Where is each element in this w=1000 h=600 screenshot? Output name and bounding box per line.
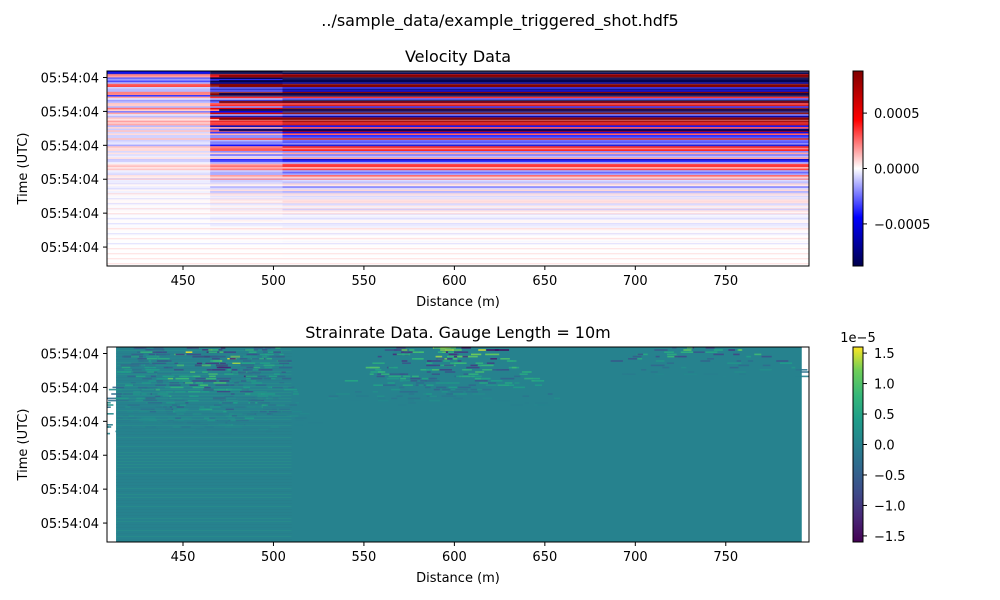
strainrate-y-tick-label: 05:54:04 (41, 415, 99, 430)
strainrate-y-label: Time (UTC) (16, 409, 31, 482)
velocity-x-tick-label: 550 (352, 274, 377, 289)
strainrate-x-tick-label: 500 (261, 550, 286, 565)
velocity-axes-frame (106, 70, 810, 267)
velocity-title: Velocity Data (405, 47, 511, 66)
strainrate-axes-frame (106, 346, 810, 543)
velocity-y-label: Time (UTC) (16, 133, 31, 206)
velocity-x-tick-label: 450 (171, 274, 196, 289)
strainrate-title: Strainrate Data. Gauge Length = 10m (305, 323, 611, 342)
velocity-colorbar-tick-label: 0.0000 (874, 163, 920, 178)
velocity-x-tick-label: 500 (261, 274, 286, 289)
velocity-colorbar (852, 70, 864, 267)
strainrate-colorbar-tick-label: −1.5 (874, 530, 906, 545)
strainrate-colorbar-tick-label: −1.0 (874, 499, 906, 514)
strainrate-colorbar-tick-label: 1.5 (874, 347, 895, 362)
strainrate-colorbar-tick-label: 0.0 (874, 439, 895, 454)
velocity-plot: Velocity Data 450 500 550 600 650 700 750 Distan… (16, 47, 930, 310)
strainrate-colorbar-tick-label: 0.5 (874, 408, 895, 423)
velocity-heatmap (107, 71, 809, 266)
velocity-y-tick-label: 05:54:04 (41, 241, 99, 256)
strainrate-colorbar-offset: 1e−5 (840, 331, 875, 346)
strainrate-x-tick-label: 600 (442, 550, 467, 565)
strainrate-y-tick-label: 05:54:04 (41, 483, 99, 498)
strainrate-y-tick-label: 05:54:04 (41, 381, 99, 396)
velocity-y-tick-label: 05:54:04 (41, 207, 99, 222)
strainrate-y-tick-label: 05:54:04 (41, 348, 99, 363)
velocity-colorbar-tick-label: 0.0005 (874, 107, 920, 122)
strainrate-colorbar-tick-label: −0.5 (874, 469, 906, 484)
strainrate-heatmap (107, 347, 809, 542)
velocity-y-tick-label: 05:54:04 (41, 139, 99, 154)
velocity-x-tick-label: 600 (442, 274, 467, 289)
figure-suptitle: ../sample_data/example_triggered_shot.hd… (321, 11, 678, 31)
velocity-y-tick-label: 05:54:04 (41, 72, 99, 87)
velocity-y-tick-label: 05:54:04 (41, 105, 99, 120)
strainrate-x-tick-label: 700 (623, 550, 648, 565)
velocity-x-label: Distance (m) (416, 295, 500, 310)
strainrate-x-tick-label: 550 (352, 550, 377, 565)
velocity-x-tick-label: 700 (623, 274, 648, 289)
strainrate-y-tick-label: 05:54:04 (41, 449, 99, 464)
strainrate-x-tick-label: 750 (713, 550, 738, 565)
strainrate-x-label: Distance (m) (416, 571, 500, 586)
strainrate-colorbar-tick-label: 1.0 (874, 378, 895, 393)
strainrate-x-tick-label: 650 (532, 550, 557, 565)
velocity-x-tick-label: 650 (532, 274, 557, 289)
strainrate-x-tick-label: 450 (171, 550, 196, 565)
velocity-x-tick-label: 750 (713, 274, 738, 289)
velocity-colorbar-tick-label: −0.0005 (874, 218, 930, 233)
strainrate-plot: Strainrate Data. Gauge Length = 10m 450 50… (16, 323, 906, 586)
velocity-y-tick-label: 05:54:04 (41, 173, 99, 188)
strainrate-y-tick-label: 05:54:04 (41, 517, 99, 532)
strainrate-colorbar (852, 346, 864, 543)
